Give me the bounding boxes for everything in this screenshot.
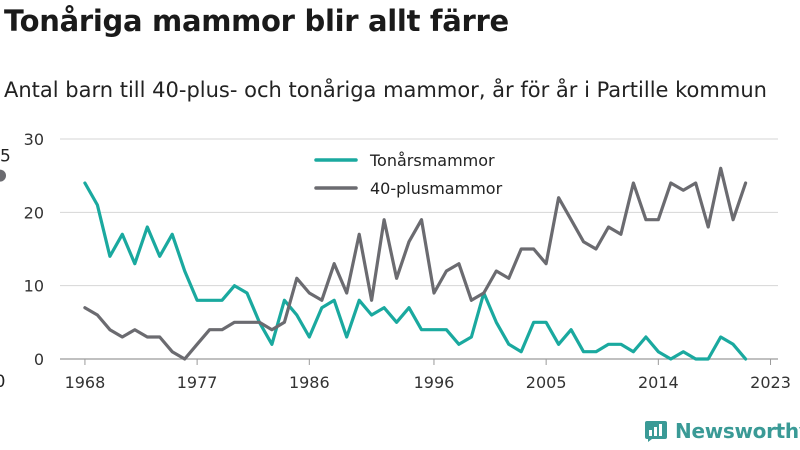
- newsworthy-brand[interactable]: Newsworthy: [644, 419, 800, 443]
- legend-label-teen: Tonårsmammor: [369, 151, 495, 170]
- chart-title: Tonåriga mammor blir allt färre: [4, 4, 509, 38]
- series-end-label-forty: 25: [0, 147, 11, 167]
- x-tick-label: 1968: [65, 373, 106, 392]
- series-end-marker-forty: [0, 169, 6, 182]
- newsworthy-logo-icon: [645, 421, 667, 442]
- x-tick-label: 1996: [414, 373, 455, 392]
- y-tick-label: 30: [24, 130, 44, 149]
- x-tick-label: 1986: [289, 373, 330, 392]
- y-tick-label: 20: [24, 203, 44, 222]
- y-tick-label: 10: [24, 277, 44, 296]
- x-tick-label: 2014: [638, 373, 679, 392]
- chart-subtitle: Antal barn till 40-plus- och tonåriga ma…: [4, 78, 767, 102]
- series-line-forty: [83, 166, 748, 361]
- series-line-teen: [83, 181, 748, 361]
- series-end-label-teen: 0: [0, 372, 5, 392]
- x-tick-label: 2005: [526, 373, 567, 392]
- brand-name: Newsworthy: [675, 419, 800, 443]
- legend-label-forty: 40-plusmammor: [370, 179, 503, 198]
- x-tick-label: 2023: [750, 373, 791, 392]
- x-tick-label: 1977: [177, 373, 218, 392]
- y-tick-label: 0: [34, 350, 44, 369]
